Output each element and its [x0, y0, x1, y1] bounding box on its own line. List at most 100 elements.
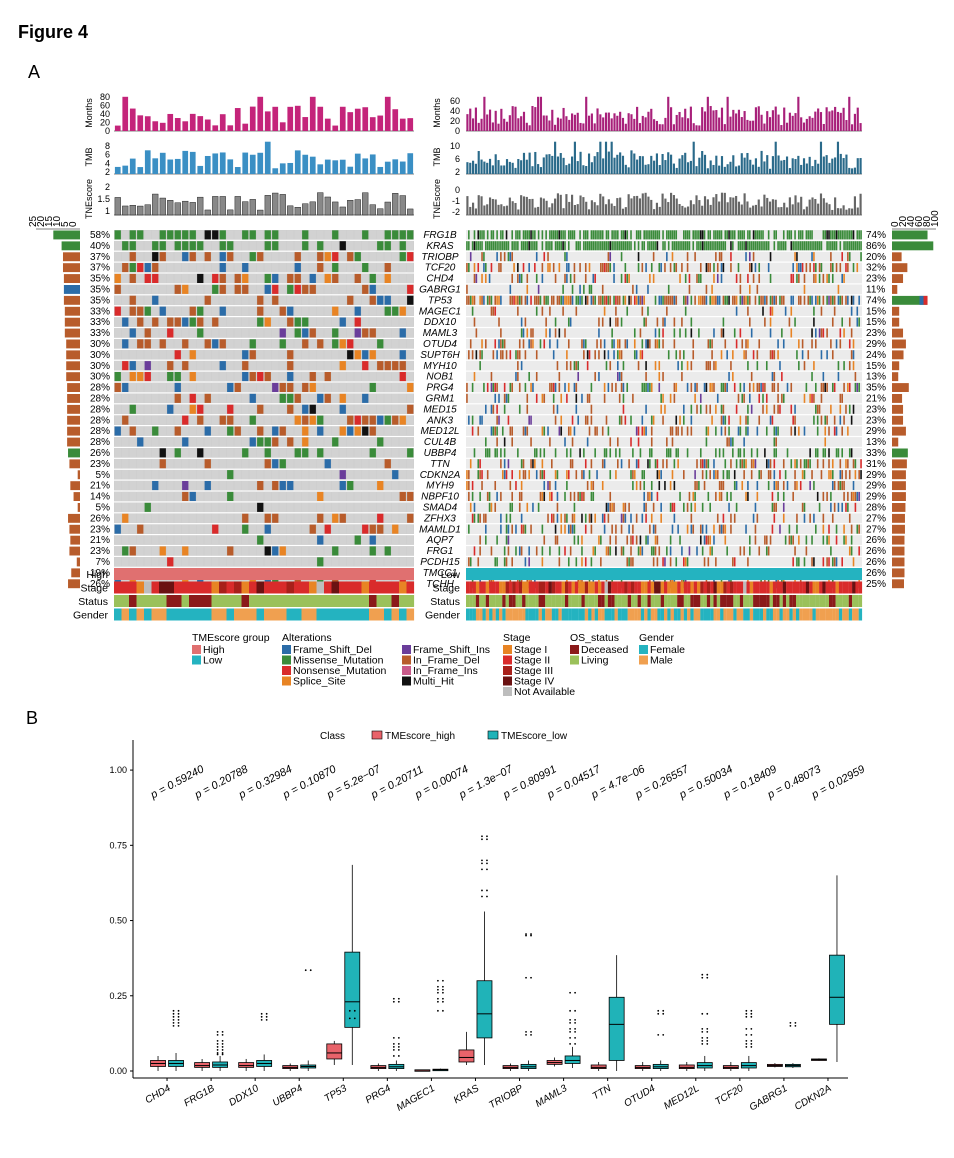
- left-mutation-grid-cell-empty: [392, 459, 399, 469]
- left-mutation-grid-cell-empty: [354, 339, 361, 349]
- right-mutation-grid-cell: [837, 361, 840, 371]
- left-mutation-grid-cell: [317, 491, 324, 501]
- right-mutation-grid-cell: [747, 415, 749, 425]
- right-mutation-grid-cell: [677, 426, 679, 436]
- right-mutation-grid-cell: [833, 295, 836, 305]
- right-mutation-grid-cell: [777, 404, 779, 414]
- right-frequency-bar: [892, 361, 900, 371]
- box-low-outlier: [216, 1043, 219, 1045]
- right-mutation-grid-cell: [801, 470, 804, 480]
- right-tnescore-track-bar: [706, 199, 709, 215]
- left-mutation-grid-cell: [302, 328, 309, 338]
- right-mutation-grid-cell: [739, 230, 742, 240]
- right-tmb-track-bar: [712, 164, 715, 174]
- x-tick-label: MAML3: [534, 1083, 570, 1110]
- left-mutation-grid-cell-empty: [324, 437, 331, 447]
- right-mutation-grid-cell: [828, 524, 830, 534]
- right-annotation-gender-cell: [670, 608, 674, 621]
- right-mutation-grid-cell: [485, 448, 487, 458]
- right-mutation-grid-cell: [468, 470, 470, 480]
- left-mutation-grid-cell-empty: [137, 415, 144, 425]
- right-mutation-grid-cell: [639, 328, 642, 338]
- right-mutation-grid-cell: [837, 448, 840, 458]
- right-mutation-grid-cell: [726, 230, 728, 240]
- left-mutation-grid-cell-empty: [174, 415, 181, 425]
- left-mutation-grid-cell-empty: [354, 263, 361, 273]
- left-mutation-grid-row: [114, 426, 414, 436]
- left-tmb-track-bar: [182, 150, 189, 174]
- right-mutation-grid-cell: [543, 491, 546, 501]
- left-months-track-bar: [189, 113, 196, 131]
- left-mutation-grid-cell-empty: [392, 502, 399, 512]
- right-mutation-grid-cell: [698, 241, 700, 251]
- box-low-outlier: [177, 1021, 180, 1024]
- left-mutation-grid-cell-empty: [399, 448, 406, 458]
- right-tmb-track-bar: [760, 150, 763, 174]
- right-tmb-track-bar: [494, 154, 497, 174]
- left-mutation-grid-cell-empty: [309, 470, 316, 480]
- right-mutation-grid-cell: [579, 284, 581, 294]
- left-mutation-grid-cell-empty: [234, 535, 241, 545]
- right-mutation-grid-cell: [496, 557, 498, 567]
- right-mutation-grid-cell: [833, 502, 836, 512]
- right-mutation-grid-cell: [507, 524, 510, 534]
- left-mutation-grid-cell: [309, 404, 316, 414]
- left-mutation-grid-cell: [287, 273, 294, 283]
- right-mutation-grid-cell: [594, 426, 596, 436]
- x-tick-label: KRAS: [452, 1083, 481, 1106]
- left-mutation-grid-cell: [189, 241, 196, 251]
- right-mutation-grid-cell: [839, 404, 842, 414]
- box-low-outlier: [392, 1043, 395, 1045]
- right-mutation-grid-cell: [554, 535, 557, 545]
- right-annotation-status-cell: [555, 595, 559, 607]
- right-annotation-stage-cell: [489, 581, 493, 594]
- left-mutation-grid-cell: [332, 230, 339, 240]
- box-low-outlier: [486, 859, 488, 862]
- left-mutation-grid-cell-empty: [174, 546, 181, 556]
- right-mutation-grid-cell: [526, 502, 529, 512]
- left-mutation-grid-cell-empty: [242, 481, 249, 491]
- left-mutation-grid-cell-empty: [144, 448, 151, 458]
- right-mutation-grid-cell: [556, 502, 559, 512]
- right-annotation-stage-cell: [805, 581, 810, 594]
- left-mutation-grid-cell-empty: [182, 535, 189, 545]
- right-annotation-gender-cell: [555, 608, 559, 621]
- left-mutation-grid-cell: [407, 382, 414, 392]
- left-tnescore-track-bar: [197, 196, 204, 216]
- right-tmb-track-bar: [579, 151, 582, 174]
- box-high: [194, 1058, 210, 1071]
- left-frequency-bar: [67, 426, 80, 436]
- left-mutation-grid-cell: [234, 284, 241, 294]
- right-mutation-grid-cell: [707, 339, 710, 349]
- right-mutation-grid-cell: [501, 339, 504, 349]
- left-mutation-grid-cell-empty: [287, 241, 294, 251]
- left-mutation-grid-cell: [362, 263, 369, 273]
- right-mutation-grid-cell: [848, 230, 851, 240]
- right-mutation-grid-cell: [584, 295, 587, 305]
- box-low-outlier: [486, 838, 488, 841]
- left-mutation-grid-cell-empty: [189, 273, 196, 283]
- left-mutation-grid-cell: [309, 372, 316, 382]
- right-mutation-grid-cell: [726, 295, 728, 305]
- right-tmb-track-bar: [556, 156, 559, 174]
- right-mutation-grid-cell: [811, 252, 813, 262]
- right-mutation-grid-cell: [564, 273, 566, 283]
- right-mutation-grid-cell: [679, 491, 681, 501]
- left-mutation-grid-cell: [354, 535, 361, 545]
- right-mutation-grid-cell: [598, 295, 600, 305]
- left-mutation-grid-cell: [114, 524, 121, 534]
- right-mutation-grid-cell: [752, 241, 755, 251]
- right-mutation-grid-cell: [796, 273, 798, 283]
- right-months-track-bar: [769, 117, 772, 131]
- left-mutation-grid-cell-empty: [309, 448, 316, 458]
- right-mutation-grid-cell: [847, 459, 849, 469]
- right-annotation-status-cell: [538, 595, 542, 607]
- right-mutation-grid-cell: [858, 470, 860, 480]
- left-mutation-grid-cell: [174, 350, 181, 360]
- left-mutation-grid-cell: [234, 382, 241, 392]
- right-mutation-grid-cell: [726, 437, 728, 447]
- left-mutation-grid-cell-empty: [242, 404, 249, 414]
- left-mutation-grid-cell-empty: [114, 317, 121, 327]
- right-annotation-stage-cell: [739, 581, 744, 594]
- left-mutation-grid-cell-empty: [197, 426, 204, 436]
